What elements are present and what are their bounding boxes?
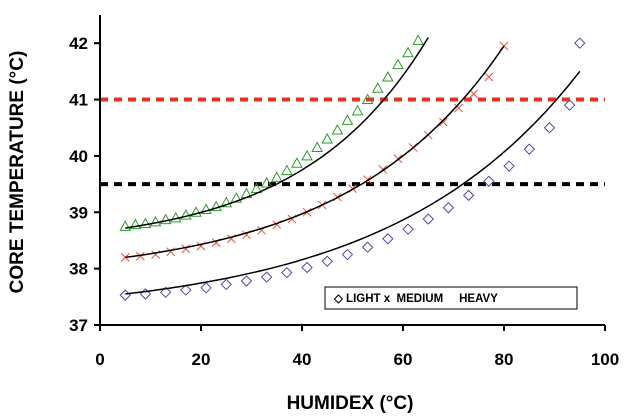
series-0-point	[159, 213, 172, 225]
series-2-point	[119, 289, 131, 301]
series-1-point	[484, 72, 494, 82]
series-2-point	[220, 278, 232, 291]
series-1-point	[439, 117, 448, 127]
series-2-point	[503, 160, 515, 172]
fit-curve-2	[125, 70, 581, 295]
series-0-point	[200, 203, 212, 214]
series-1-point	[120, 253, 130, 262]
x-tick-label: 20	[192, 350, 211, 369]
series-2-point	[260, 271, 273, 283]
series-0-point	[260, 176, 273, 188]
series-0-point	[119, 220, 132, 231]
series-0-point	[139, 217, 152, 229]
fit-curve-1	[125, 45, 505, 259]
series-0-point	[129, 218, 142, 230]
series-2-point	[574, 37, 586, 49]
series-1-point	[166, 247, 176, 257]
series-2-point	[180, 284, 192, 296]
series-0-point	[220, 196, 233, 208]
series-0-point	[180, 209, 192, 220]
series-0-point	[382, 70, 394, 82]
legend: ◇ LIGHT x MEDIUM HEAVY	[324, 286, 578, 310]
series-2-point	[442, 202, 455, 214]
series-2-point	[301, 261, 313, 274]
series-2-point	[159, 286, 172, 299]
data-points	[119, 34, 586, 301]
x-axis-title: HUMIDEX (°C)	[287, 393, 414, 414]
x-tick-label: 80	[495, 350, 514, 369]
series-2-point	[402, 223, 414, 235]
y-tick-label: 37	[69, 316, 88, 335]
series-2-point	[483, 175, 495, 187]
series-2-point	[361, 241, 374, 253]
series-0-point	[371, 82, 384, 93]
series-1-point	[136, 251, 145, 261]
series-0-point	[341, 114, 354, 125]
y-tick-label: 38	[69, 260, 88, 279]
series-0-point	[321, 132, 334, 144]
series-0-point	[331, 123, 344, 135]
legend-box	[324, 286, 578, 310]
series-0-point	[230, 192, 243, 203]
series-1-point	[454, 103, 463, 113]
series-2-point	[341, 248, 354, 261]
series-0-point	[412, 34, 424, 45]
reference-lines	[100, 97, 605, 187]
series-1-point	[181, 244, 191, 254]
y-tick-label: 39	[69, 203, 88, 222]
series-2-point	[321, 255, 333, 268]
x-tick-label: 40	[293, 350, 312, 369]
axes	[94, 15, 606, 331]
y-tick-label: 40	[69, 147, 88, 166]
tick-labels: 37 38 39 40 41 42 0 20 40 60 80 100	[69, 34, 619, 369]
fit-curve-0	[125, 37, 429, 229]
series-0-point	[351, 104, 364, 116]
x-tick-label: 100	[591, 350, 619, 369]
series-0-point	[291, 157, 303, 168]
series-2-point	[281, 266, 293, 279]
series-2-point	[240, 275, 253, 287]
series-0-point	[210, 200, 222, 212]
series-0-point	[311, 141, 323, 152]
series-0-point	[270, 171, 283, 182]
series-1-point	[469, 89, 479, 99]
series-2-point	[523, 143, 535, 155]
series-0-point	[301, 149, 313, 161]
series-0-point	[149, 215, 162, 227]
series-2-point	[462, 189, 475, 202]
series-0-point	[361, 93, 374, 105]
x-tick-label: 60	[394, 350, 413, 369]
fit-curves	[125, 37, 581, 295]
series-2-point	[382, 233, 394, 245]
series-0-point	[402, 46, 414, 58]
series-0-point	[281, 164, 293, 176]
y-axis-title: CORE TEMPERATURE (°C)	[7, 51, 28, 294]
y-tick-label: 42	[69, 34, 88, 53]
series-2-point	[200, 282, 212, 294]
series-2-point	[563, 99, 576, 111]
y-tick-label: 41	[69, 91, 88, 110]
series-2-point	[422, 213, 434, 225]
series-0-point	[392, 58, 404, 70]
x-tick-label: 0	[95, 350, 104, 369]
legend-label: ◇ LIGHT x MEDIUM HEAVY	[333, 293, 498, 305]
series-0-point	[190, 206, 202, 217]
series-2-point	[543, 122, 556, 134]
